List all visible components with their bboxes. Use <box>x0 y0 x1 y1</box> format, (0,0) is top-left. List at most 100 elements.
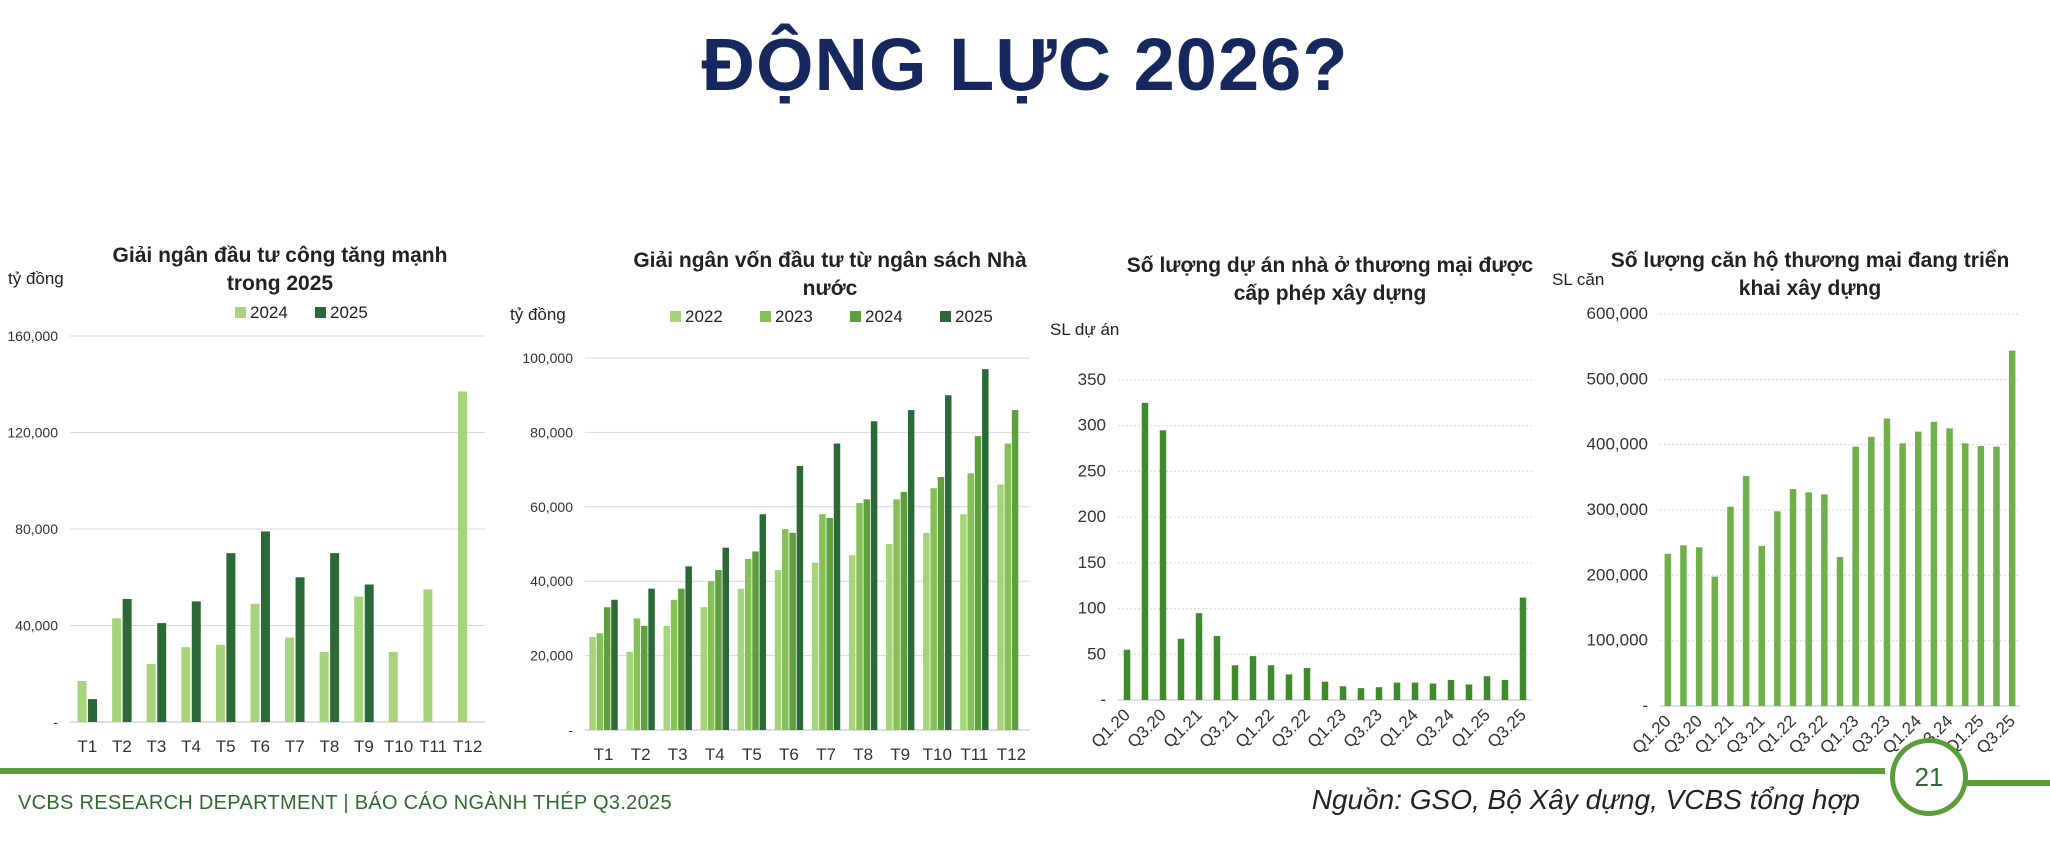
bar <box>1321 681 1329 700</box>
bar <box>1836 557 1844 706</box>
bar <box>1977 445 1985 706</box>
y-tick-label: 20,000 <box>530 648 573 664</box>
bar <box>1915 431 1922 706</box>
bar <box>923 532 930 730</box>
bar <box>146 664 156 722</box>
y-tick-label: - <box>53 714 58 730</box>
bar <box>863 499 871 730</box>
x-tick-label: Q3.22 <box>1268 705 1314 751</box>
legend-label: 2025 <box>330 303 368 322</box>
bar <box>848 555 856 730</box>
bar <box>603 607 611 730</box>
bar <box>1375 687 1383 700</box>
legend-label: 2025 <box>955 307 993 326</box>
y-tick-label: 300 <box>1078 416 1106 435</box>
bar <box>1664 553 1672 706</box>
bar <box>88 699 98 722</box>
x-tick-label: Q3.25 <box>1484 705 1530 751</box>
x-tick-label: T10 <box>384 737 413 756</box>
legend-label: 2022 <box>685 307 723 326</box>
bar <box>1711 576 1719 706</box>
bar <box>796 465 804 730</box>
bar <box>1123 649 1131 700</box>
bar <box>1393 682 1401 700</box>
x-tick-label: T4 <box>181 737 201 756</box>
x-tick-label: T6 <box>779 745 799 764</box>
chart-title-line: Số lượng căn hộ thương mại đang triển <box>1611 249 2010 272</box>
bar <box>1961 443 1969 706</box>
bar <box>1852 446 1859 706</box>
x-tick-label: T12 <box>997 745 1026 764</box>
bar <box>997 484 1004 730</box>
bar <box>744 558 752 730</box>
y-tick-label: 160,000 <box>7 328 58 344</box>
bar <box>122 598 132 722</box>
bar <box>1177 638 1185 700</box>
bar <box>737 588 745 730</box>
bar <box>722 547 729 730</box>
bar <box>589 637 596 730</box>
legend-label: 2024 <box>250 303 288 322</box>
x-tick-label: Q3.20 <box>1124 705 1170 751</box>
x-tick-label: T8 <box>319 737 339 756</box>
bar <box>1249 656 1257 700</box>
y-tick-label: 100 <box>1078 599 1106 618</box>
bar <box>330 553 340 722</box>
bar <box>1465 684 1473 700</box>
bar <box>833 443 841 730</box>
bar <box>967 473 974 730</box>
bar <box>181 647 191 722</box>
bar <box>2008 350 2016 706</box>
bar <box>1821 494 1828 706</box>
bar <box>960 514 967 730</box>
bar <box>1141 402 1149 700</box>
bar <box>354 596 364 722</box>
legend-swatch <box>235 307 246 318</box>
bar <box>1789 489 1797 706</box>
bar <box>886 544 893 730</box>
bar <box>1411 682 1419 700</box>
bar <box>1429 683 1437 700</box>
x-tick-label: T6 <box>250 737 270 756</box>
legend-label: 2023 <box>775 307 813 326</box>
x-tick-label: T1 <box>77 737 97 756</box>
bar <box>1339 686 1347 700</box>
y-tick-label: 50 <box>1087 644 1106 663</box>
bar <box>930 488 937 730</box>
x-tick-label: Q3.23 <box>1340 705 1386 751</box>
bar <box>1883 418 1891 706</box>
bar <box>1727 506 1734 706</box>
y-axis-unit: SL dự án <box>1050 320 1119 339</box>
x-tick-label: T4 <box>705 745 725 764</box>
legend-swatch <box>760 311 771 322</box>
bar <box>596 633 604 730</box>
bar <box>457 391 467 722</box>
bar <box>1993 446 2000 706</box>
x-tick-label: Q1.23 <box>1304 705 1350 751</box>
bar <box>1805 492 1812 706</box>
bar <box>641 625 648 730</box>
bar <box>870 421 878 730</box>
bar <box>811 562 819 730</box>
chart-title-line: trong 2025 <box>227 272 334 295</box>
bar <box>1285 674 1293 700</box>
bar <box>295 577 305 722</box>
y-axis-unit: SL căn <box>1552 270 1604 289</box>
y-tick-label: 80,000 <box>530 424 573 440</box>
y-tick-label: 500,000 <box>1587 369 1648 388</box>
bar <box>685 566 692 730</box>
bar <box>648 588 655 730</box>
bar <box>611 599 618 730</box>
x-tick-label: T5 <box>742 745 762 764</box>
bar <box>1868 436 1875 706</box>
x-tick-label: T5 <box>216 737 236 756</box>
x-tick-label: Q1.22 <box>1232 705 1278 751</box>
bar <box>759 514 767 730</box>
bar <box>285 637 295 722</box>
x-tick-label: T9 <box>354 737 374 756</box>
x-tick-label: Q1.20 <box>1088 705 1134 751</box>
y-tick-label: - <box>568 722 573 738</box>
bar <box>826 517 833 730</box>
y-tick-label: 60,000 <box>530 499 573 515</box>
legend-swatch <box>850 311 861 322</box>
